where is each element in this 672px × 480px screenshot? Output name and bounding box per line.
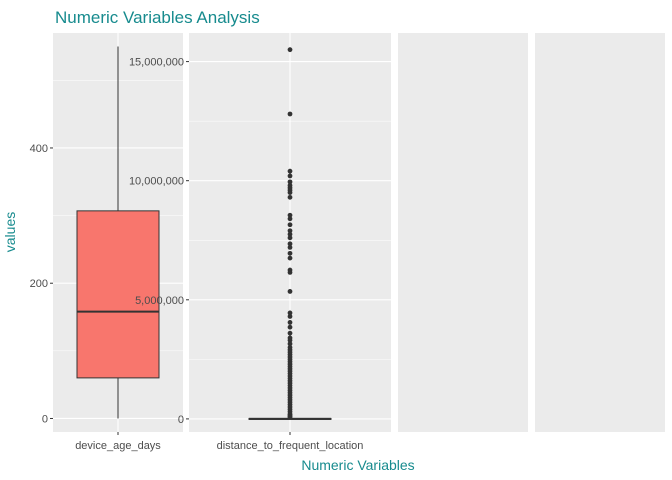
y-tick-label: 5,000,000 [135, 295, 184, 307]
panel-3 [398, 33, 528, 432]
y-tick-label: 0 [178, 414, 184, 426]
x-tick-label: device_age_days [75, 440, 161, 452]
outlier-point [287, 241, 293, 247]
y-tick-label: 0 [42, 413, 48, 425]
outlier-point [287, 324, 293, 330]
x-tick-label: distance_to_frequent_location [217, 440, 364, 452]
panel-2: 0 5,000,000 10,000,000 15,000,000 distance_t… [129, 33, 391, 452]
panel-background [535, 33, 665, 432]
outlier-point [287, 212, 293, 218]
outlier-point [287, 330, 293, 336]
panel-4 [535, 33, 665, 432]
y-tick-label: 200 [30, 278, 48, 290]
outlier-point [287, 173, 293, 179]
y-tick-label: 400 [30, 143, 48, 155]
outlier-point [287, 289, 293, 294]
outlier-point [287, 222, 293, 228]
y-tick-label: 10,000,000 [129, 176, 184, 188]
outlier-point [287, 235, 293, 241]
outlier-point [287, 320, 293, 325]
box [76, 210, 160, 379]
y-tick-label: 15,000,000 [129, 57, 184, 69]
outlier-point [287, 168, 293, 174]
outlier-point [287, 190, 293, 196]
outlier-point [287, 179, 293, 185]
x-axis-title: Numeric Variables [301, 457, 414, 473]
outlier-point [287, 314, 293, 319]
outlier-point [287, 250, 293, 256]
outlier-point [287, 337, 293, 343]
outlier-point [287, 231, 293, 237]
outlier-point [287, 228, 293, 234]
outlier-point [287, 414, 293, 420]
panel-background [398, 33, 528, 432]
panel-1: 0 200 400 device_age_days [30, 33, 183, 452]
chart-title: Numeric Variables Analysis [55, 8, 260, 27]
outlier-point [287, 270, 293, 275]
outlier-point [287, 341, 293, 347]
outlier-point [287, 310, 293, 316]
y-axis-title: values [2, 212, 18, 252]
outlier-point [287, 216, 293, 222]
outlier-point [287, 111, 293, 117]
outlier-point [287, 255, 293, 261]
facet-panels: 0 200 400 device_age_days 0 5,000,000 10,000,0… [30, 33, 665, 452]
outlier-point [287, 47, 293, 53]
outlier-point [287, 244, 293, 250]
outlier-point [287, 194, 293, 200]
